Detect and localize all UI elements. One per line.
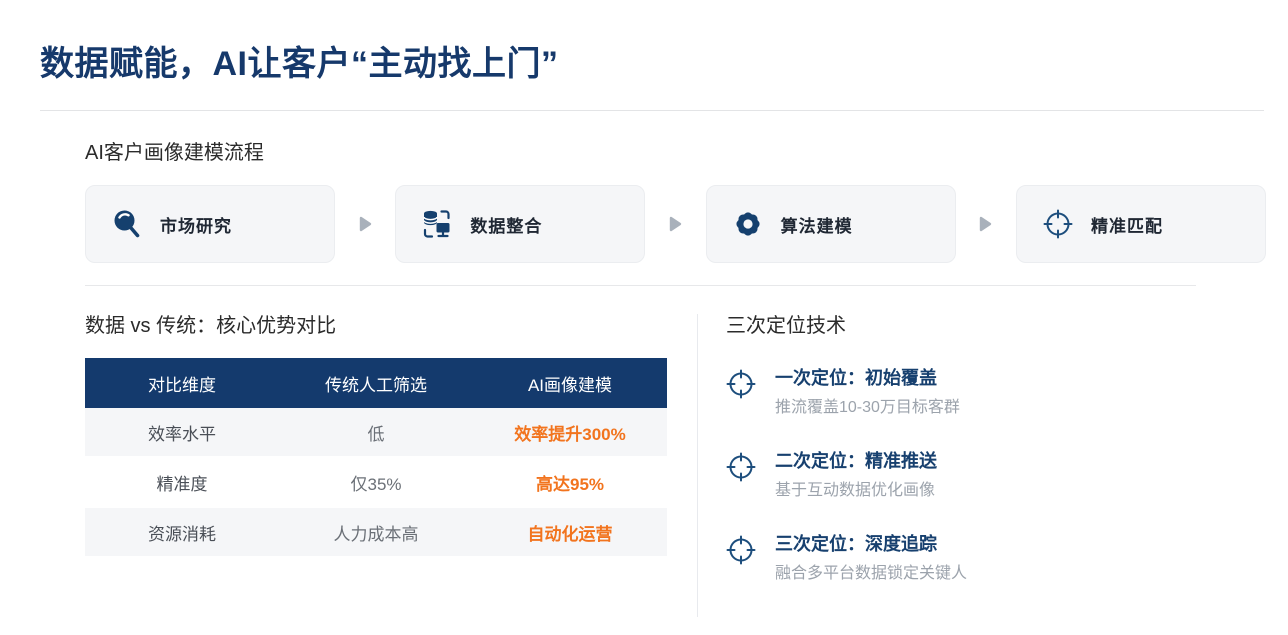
positioning-item-desc: 基于互动数据优化画像 — [775, 481, 936, 499]
positioning-item-text: 二次定位：精准推送 基于互动数据优化画像 — [775, 451, 937, 500]
table-row: 资源消耗 人力成本高 自动化运营 — [85, 508, 667, 559]
crosshair-icon — [1043, 209, 1073, 239]
flow-section-title: AI客户画像建模流程 — [85, 142, 264, 165]
flow-step-data-integration: 数据整合 — [395, 185, 646, 264]
gear-icon — [733, 209, 763, 239]
positioning-item-1: 一次定位：初始覆盖 推流覆盖10-30万目标客群 — [726, 368, 1288, 417]
positioning-item-title: 三次定位：深度追踪 — [775, 534, 937, 555]
positioning-item-desc: 融合多平台数据锁定关键人 — [775, 565, 968, 583]
positioning-item-text: 三次定位：深度追踪 融合多平台数据锁定关键人 — [775, 534, 967, 583]
flow-step-label: 算法建模 — [780, 216, 853, 236]
table-header-cell: AI画像建模 — [527, 375, 613, 395]
lower-section: 数据 vs 传统：核心优势对比 对比维度 传统人工筛选 AI画像建模 效率水平 … — [85, 314, 1288, 618]
arrow-right-icon — [980, 216, 992, 232]
flow-section: AI客户画像建模流程 市场研究 — [0, 141, 1288, 264]
table-header-row: 对比维度 传统人工筛选 AI画像建模 — [85, 358, 667, 409]
table-header-cell: 传统人工筛选 — [325, 375, 427, 395]
comparison-section: 数据 vs 传统：核心优势对比 对比维度 传统人工筛选 AI画像建模 效率水平 … — [85, 314, 667, 617]
flow-step-precise-matching: 精准匹配 — [1015, 185, 1266, 264]
positioning-item-desc: 推流覆盖10-30万目标客群 — [775, 398, 960, 416]
table-row: 效率水平 低 效率提升300% — [85, 408, 667, 459]
page-title: 数据赋能，AI让客户“主动找上门” — [40, 45, 559, 83]
crosshair-icon — [726, 452, 756, 482]
table-cell-dimension: 精准度 — [156, 474, 208, 494]
positioning-section-title: 三次定位技术 — [726, 315, 846, 338]
positioning-item-text: 一次定位：初始覆盖 推流覆盖10-30万目标客群 — [775, 368, 960, 417]
comparison-section-title: 数据 vs 传统：核心优势对比 — [85, 315, 337, 338]
table-header-cell: 对比维度 — [148, 375, 216, 395]
comparison-table: 对比维度 传统人工筛选 AI画像建模 效率水平 低 效率提升300% 精准度 仅… — [85, 358, 667, 559]
data-integration-icon — [422, 209, 452, 239]
positioning-item-title: 一次定位：初始覆盖 — [775, 368, 937, 389]
flow-step-algorithm-modeling: 算法建模 — [705, 185, 956, 264]
flow-step-label: 数据整合 — [470, 216, 543, 236]
table-row: 精准度 仅35% 高达95% — [85, 458, 667, 509]
table-cell-traditional: 人力成本高 — [333, 524, 419, 544]
table-cell-traditional: 仅35% — [350, 474, 402, 494]
flow-arrow — [335, 216, 395, 232]
title-divider — [40, 110, 1264, 112]
crosshair-icon — [726, 535, 756, 565]
flow-step-label: 精准匹配 — [1090, 216, 1163, 236]
flow-arrow — [956, 216, 1016, 232]
positioning-item-3: 三次定位：深度追踪 融合多平台数据锁定关键人 — [726, 534, 1288, 583]
flow-arrow — [645, 216, 705, 232]
flow-step-market-research: 市场研究 — [85, 185, 335, 264]
crosshair-icon — [726, 369, 756, 399]
table-cell-traditional: 低 — [367, 424, 385, 444]
table-cell-ai: 自动化运营 — [527, 524, 613, 544]
flow-step-label: 市场研究 — [160, 216, 232, 236]
table-cell-ai: 高达95% — [535, 474, 605, 494]
positioning-section: 三次定位技术 一次定位：初始覆盖 推流覆盖10-30万目标客群 — [726, 314, 1288, 617]
search-icon — [112, 209, 142, 239]
flow-divider — [85, 285, 1196, 287]
table-cell-ai: 效率提升300% — [514, 424, 626, 444]
positioning-item-2: 二次定位：精准推送 基于互动数据优化画像 — [726, 451, 1288, 500]
arrow-right-icon — [359, 216, 371, 232]
arrow-right-icon — [669, 216, 682, 232]
positioning-item-title: 二次定位：精准推送 — [775, 451, 937, 472]
table-cell-dimension: 资源消耗 — [148, 524, 216, 544]
flow-row: 市场研究 — [85, 185, 1266, 264]
vertical-divider — [697, 314, 698, 618]
table-cell-dimension: 效率水平 — [148, 424, 216, 444]
